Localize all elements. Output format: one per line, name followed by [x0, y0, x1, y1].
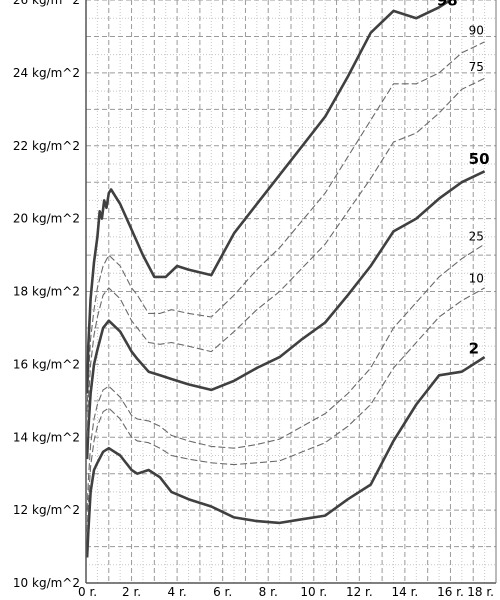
y-tick-label: 18 kg/m^2 [13, 285, 80, 299]
series-label-p2: 2 [469, 339, 479, 357]
x-tick-label: 16 r. [437, 585, 464, 599]
series-line-p90 [86, 41, 485, 412]
x-tick-label: 2 r. [122, 585, 141, 599]
y-tick-label: 24 kg/m^2 [13, 66, 80, 80]
series-label-p90: 90 [469, 24, 484, 38]
y-tick-label: 10 kg/m^2 [13, 576, 80, 590]
series-layer [85, 0, 486, 558]
series-label-p50: 50 [469, 150, 490, 168]
series-line-p2 [85, 356, 486, 558]
y-tick-label: 16 kg/m^2 [13, 357, 80, 371]
series-labels: 2 10 25 50 75 90 98 [437, 0, 490, 357]
y-tick-label: 22 kg/m^2 [13, 139, 80, 153]
x-tick-label: 14 r. [392, 585, 419, 599]
series-line-p98 [85, 0, 453, 394]
tick-labels: 10 kg/m^2 12 kg/m^2 14 kg/m^2 16 kg/m^2 18 k… [13, 0, 494, 599]
x-tick-label: 0 r. [78, 585, 97, 599]
series-label-p25: 25 [469, 229, 484, 243]
series-line-p50 [85, 170, 486, 460]
x-tick-label: 18 r. [467, 585, 494, 599]
x-tick-label: 6 r. [213, 585, 232, 599]
y-tick-label: 12 kg/m^2 [13, 503, 80, 517]
series-line-p10 [86, 287, 485, 533]
series-label-p98: 98 [437, 0, 458, 9]
series-label-p10: 10 [469, 271, 484, 285]
x-tick-label: 4 r. [168, 585, 187, 599]
series-line-p75 [86, 77, 485, 438]
y-tick-label: 20 kg/m^2 [13, 212, 80, 226]
y-tick-label: 14 kg/m^2 [13, 430, 80, 444]
series-label-p75: 75 [469, 60, 484, 74]
x-tick-label: 10 r. [300, 585, 327, 599]
axes [85, 0, 497, 584]
x-tick-label: 8 r. [259, 585, 278, 599]
y-tick-label: 26 kg/m^2 [13, 0, 80, 7]
series-line-p25 [86, 243, 485, 511]
x-tick-label: 12 r. [346, 585, 373, 599]
